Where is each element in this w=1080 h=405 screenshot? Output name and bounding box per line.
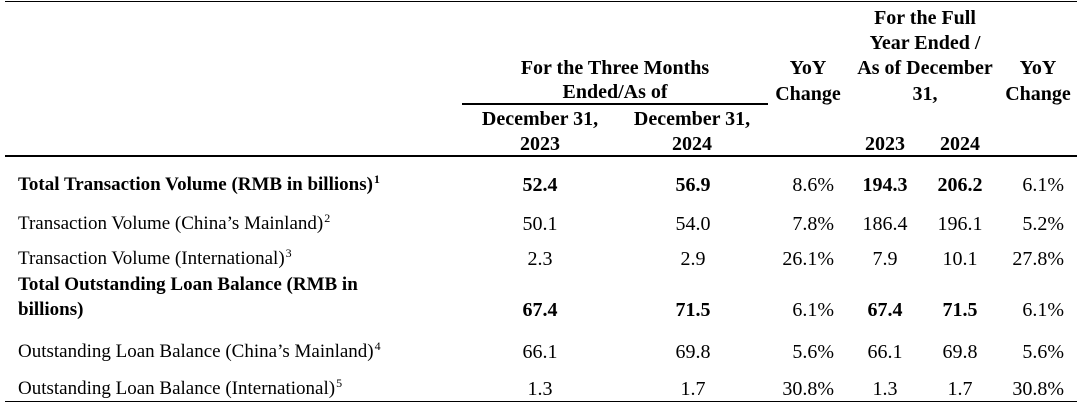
cell-q2024: 1.7 [680, 378, 706, 400]
cell-fy2023: 194.3 [862, 174, 908, 196]
row-label-outstanding-loan-mainland: Outstanding Loan Balance (China’s Mainla… [18, 339, 381, 362]
cell-yoy-q: 7.8% [792, 213, 834, 235]
col-header-q2024-line1: December 31, [633, 108, 751, 130]
row-label-outstanding-loan-international: Outstanding Loan Balance (International)… [18, 376, 343, 399]
header-yoy-quarter-line2: Change [775, 83, 841, 105]
col-header-fy2024: 2024 [940, 133, 980, 155]
header-full-year-line2: Year Ended / [869, 32, 981, 54]
cell-q2024: 54.0 [675, 213, 711, 235]
row-label-transaction-volume-mainland: Transaction Volume (China’s Mainland)2 [18, 211, 331, 234]
cell-q2024: 71.5 [675, 299, 711, 321]
cell-q2023: 2.3 [527, 248, 553, 270]
row-label-total-outstanding-loan-line1: Total Outstanding Loan Balance (RMB in [18, 274, 358, 295]
header-three-months-line2: Ended/As of [562, 81, 668, 103]
cell-yoy-fy: 5.6% [1022, 341, 1064, 363]
col-header-q2024-line2: 2024 [672, 133, 712, 155]
cell-fy2024: 196.1 [937, 213, 983, 235]
cell-yoy-fy: 30.8% [1012, 378, 1064, 400]
cell-fy2023: 67.4 [867, 299, 903, 321]
col-header-q2023-line2: 2023 [520, 133, 560, 155]
cell-fy2023: 1.3 [872, 378, 898, 400]
three-months-underline [462, 103, 768, 105]
top-rule [5, 1, 1077, 2]
cell-yoy-fy: 6.1% [1022, 174, 1064, 196]
header-full-year-line1: For the Full [874, 7, 976, 29]
col-header-q2023-line1: December 31, [481, 108, 599, 130]
cell-q2024: 56.9 [675, 174, 711, 196]
cell-fy2024: 69.8 [942, 341, 978, 363]
cell-fy2023: 7.9 [872, 248, 898, 270]
cell-fy2023: 186.4 [862, 213, 908, 235]
table-bottom-rule [5, 401, 1077, 402]
header-bottom-rule [5, 155, 1077, 157]
cell-fy2024: 1.7 [947, 378, 973, 400]
header-yoy-full-year-line1: YoY [1019, 57, 1057, 79]
header-yoy-quarter-line1: YoY [789, 57, 827, 79]
cell-yoy-fy: 27.8% [1012, 248, 1064, 270]
cell-q2024: 2.9 [680, 248, 706, 270]
cell-fy2024: 71.5 [942, 299, 978, 321]
row-label-transaction-volume-international: Transaction Volume (International)3 [18, 246, 292, 269]
cell-q2023: 67.4 [522, 299, 558, 321]
cell-q2023: 1.3 [527, 378, 553, 400]
cell-yoy-q: 8.6% [792, 174, 834, 196]
header-three-months-line1: For the Three Months [520, 57, 710, 79]
row-label-total-transaction-volume: Total Transaction Volume (RMB in billion… [18, 172, 380, 195]
cell-q2024: 69.8 [675, 341, 711, 363]
header-yoy-full-year-line2: Change [1005, 83, 1071, 105]
cell-yoy-fy: 6.1% [1022, 299, 1064, 321]
cell-fy2024: 206.2 [937, 174, 983, 196]
row-label-total-outstanding-loan-line2: billions) [18, 299, 84, 320]
header-full-year-line3: As of December [857, 57, 993, 79]
cell-yoy-q: 6.1% [792, 299, 834, 321]
cell-yoy-q: 5.6% [792, 341, 834, 363]
cell-q2023: 52.4 [522, 174, 558, 196]
header-full-year-line4: 31, [912, 83, 938, 105]
cell-yoy-q: 26.1% [782, 248, 834, 270]
cell-yoy-q: 30.8% [782, 378, 834, 400]
cell-q2023: 66.1 [522, 341, 558, 363]
cell-fy2024: 10.1 [942, 248, 978, 270]
cell-fy2023: 66.1 [867, 341, 903, 363]
col-header-fy2023: 2023 [865, 133, 905, 155]
cell-yoy-fy: 5.2% [1022, 213, 1064, 235]
cell-q2023: 50.1 [522, 213, 558, 235]
